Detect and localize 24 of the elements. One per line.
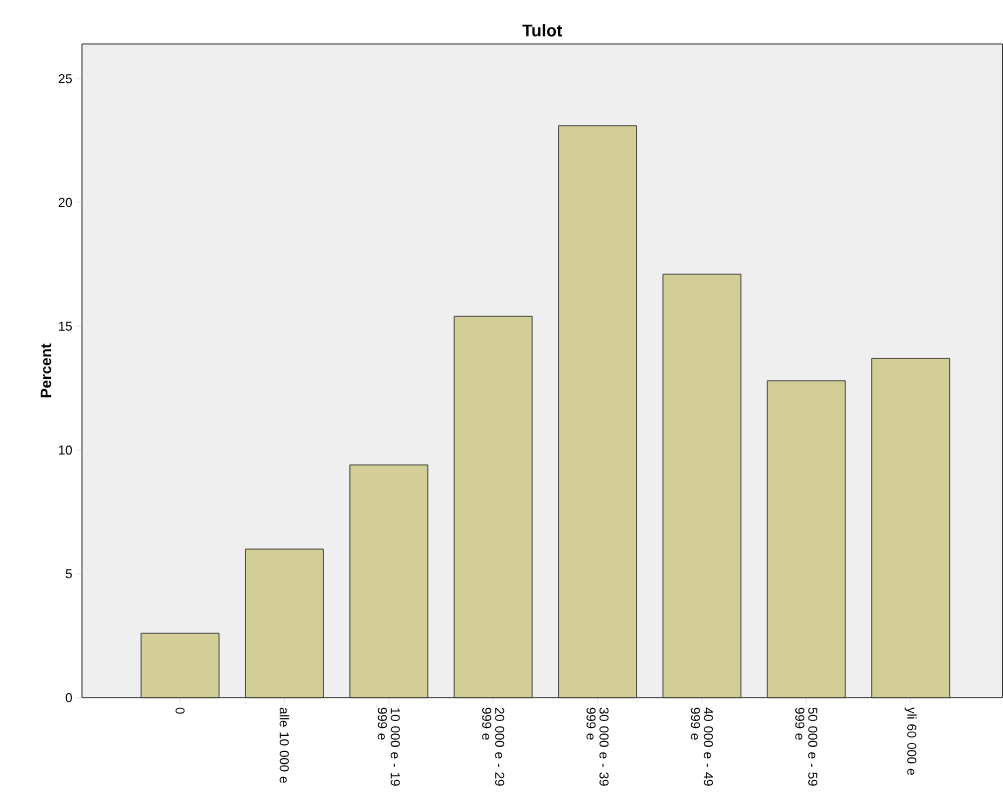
bar <box>349 464 429 698</box>
bar <box>140 632 220 698</box>
x-tick-label: alle 10 000 e <box>279 707 290 783</box>
x-tick-label: 30 000 e - 39 999 e <box>586 707 609 786</box>
y-tick-label: 10 <box>59 445 72 455</box>
x-tick-label: 10 000 e - 19 999 e <box>377 707 400 786</box>
y-axis-title: Percent <box>40 343 52 397</box>
x-tick-label: 40 000 e - 49 999 e <box>690 707 713 786</box>
y-tick-label: 20 <box>58 197 72 207</box>
bar <box>766 380 846 698</box>
x-tick-label: yli 60 000 e <box>904 706 917 775</box>
x-tick-label: 50 000 e - 59 999 e <box>795 707 818 786</box>
y-tick-label: 5 <box>65 569 72 579</box>
y-tick-label: 0 <box>65 692 72 703</box>
bar <box>453 315 533 698</box>
bar <box>245 548 324 698</box>
y-tick-label: 15 <box>59 321 72 331</box>
bar <box>662 273 742 698</box>
x-tick-label: 20 000 e - 29 999 e <box>482 707 505 786</box>
bar <box>871 357 951 698</box>
bar <box>558 125 637 698</box>
chart-title: Tulot <box>522 23 563 37</box>
y-tick-label: 25 <box>58 73 72 83</box>
x-tick-label: 0 <box>175 707 185 714</box>
